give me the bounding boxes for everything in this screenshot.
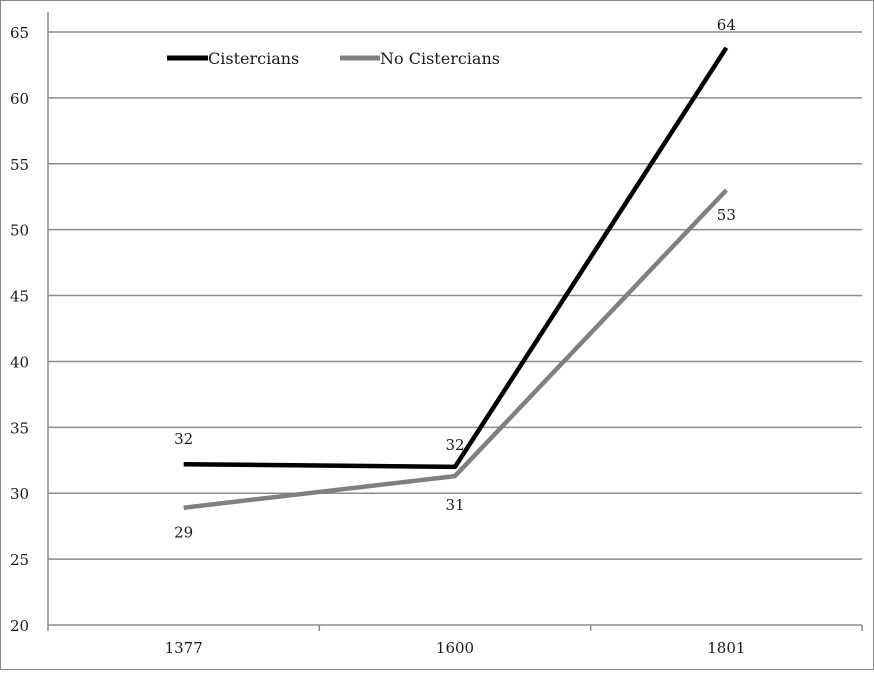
x-tick-label-1801: 1801	[707, 639, 745, 657]
data-label: 29	[174, 524, 193, 542]
series-lines	[183, 46, 729, 510]
y-tick-label: 55	[10, 156, 29, 174]
y-tick-label: 45	[10, 288, 29, 306]
y-tick-label: 50	[10, 222, 29, 240]
data-label: 64	[717, 16, 736, 34]
x-tick-label-1377: 1377	[165, 639, 203, 657]
series-line-no-cistercians	[183, 188, 728, 510]
data-label: 32	[445, 436, 464, 454]
legend: Cistercians No Cistercians	[167, 49, 500, 68]
series-line-cistercians	[183, 46, 729, 470]
x-tick-label-1600: 1600	[436, 639, 474, 657]
y-tick-label: 20	[10, 617, 29, 635]
y-tick-label: 35	[10, 419, 29, 437]
data-label: 53	[717, 206, 736, 224]
data-label: 32	[174, 430, 193, 448]
y-tick-label: 60	[10, 90, 29, 108]
legend-label-no-cistercians: No Cistercians	[380, 49, 500, 68]
data-labels: 32 32 64 29 31 53	[174, 16, 736, 542]
data-label: 31	[445, 496, 464, 514]
y-tick-label: 65	[10, 24, 29, 42]
axes: 20 25 30 35 40 45 50 55 60 65 1377 1600 1801	[10, 12, 863, 657]
gridlines	[48, 31, 862, 560]
y-tick-label: 25	[10, 551, 29, 569]
y-tick-label: 40	[10, 353, 29, 371]
y-tick-label: 30	[10, 485, 29, 503]
legend-label-cistercians: Cistercians	[208, 49, 299, 68]
